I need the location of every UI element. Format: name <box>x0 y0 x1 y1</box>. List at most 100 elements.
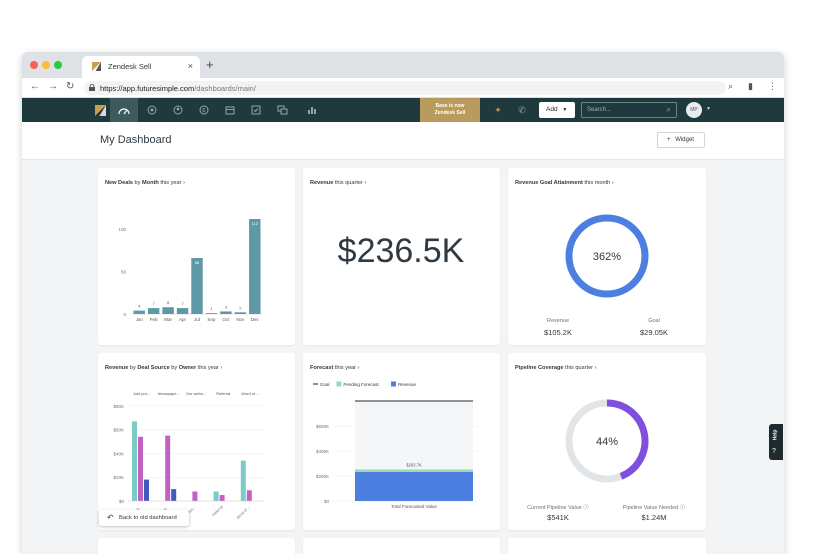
revenue-goal-card[interactable]: Revenue Goal Attainment this month › 362… <box>508 168 706 345</box>
title-group-2: Owner <box>178 365 197 371</box>
revenue-goal-card-title[interactable]: Revenue Goal Attainment this month › <box>515 180 614 186</box>
revenue-value: $236.5K <box>337 232 465 270</box>
deals-icon[interactable]: $ <box>190 98 218 122</box>
communication-icon[interactable] <box>268 98 296 122</box>
deal-source-card[interactable]: Revenue by Deal Source by Owner this yea… <box>98 353 295 530</box>
bar <box>219 495 225 501</box>
legend-swatch <box>336 381 342 387</box>
calendar-icon[interactable] <box>216 98 244 122</box>
x-tick-label: Nov <box>236 317 245 322</box>
reload-icon[interactable]: ↻ <box>66 81 75 92</box>
app-navigation-bar: $ Base is now Zendesk Sell ✦ ✆ Add ▼ Sea… <box>22 98 784 122</box>
widget-card-row3-1[interactable] <box>98 538 295 554</box>
pipeline-left-value: $541K <box>547 513 569 522</box>
title-period: this year <box>158 180 182 186</box>
close-window-dot[interactable] <box>30 61 38 69</box>
forecast-card-title[interactable]: Forecast this year › <box>310 365 359 371</box>
tasks-icon[interactable] <box>242 98 270 122</box>
chevron-right-icon: › <box>611 180 614 186</box>
info-icon[interactable]: ⓘ <box>583 505 589 511</box>
new-tab-button[interactable]: + <box>206 57 214 72</box>
dashboard-icon[interactable] <box>110 98 138 122</box>
svg-text:$: $ <box>202 108 205 114</box>
avatar[interactable]: MP <box>686 102 702 118</box>
account-chevron-down-icon[interactable]: ▼ <box>706 106 711 112</box>
search-icon: ⌕ <box>666 105 671 114</box>
forward-arrow-icon[interactable]: → <box>48 81 58 92</box>
title-period: this quarter <box>563 365 594 371</box>
bar <box>144 479 149 501</box>
lock-icon <box>89 84 95 91</box>
y-tick-label: $600K <box>316 424 329 429</box>
pipeline-coverage-card[interactable]: Pipeline Coverage this quarter › 44% Cur… <box>508 353 706 530</box>
reports-icon[interactable] <box>298 98 326 122</box>
x-tick-label: Oct <box>222 317 230 322</box>
revenue-card-title[interactable]: Revenue this quarter › <box>310 180 366 186</box>
pipeline-card-title[interactable]: Pipeline Coverage this quarter › <box>515 365 596 371</box>
title-metric: Revenue <box>105 365 129 371</box>
category-header: Our webs... <box>186 391 206 396</box>
search-placeholder: Search... <box>587 107 612 113</box>
chevron-right-icon: › <box>220 365 223 371</box>
add-button[interactable]: Add ▼ <box>539 102 575 118</box>
pipeline-percent: 44% <box>595 436 619 448</box>
x-tick-label: Jan <box>136 317 144 322</box>
back-to-old-dashboard-button[interactable]: ↶ Back to old dashboard <box>99 510 189 526</box>
party-popper-icon[interactable]: ✦ <box>494 104 502 115</box>
back-button-label: Back to old dashboard <box>119 515 177 521</box>
widget-card-row3-2[interactable] <box>303 538 500 554</box>
info-icon[interactable]: ⓘ <box>679 505 686 511</box>
bar-data-label: $263.7K <box>406 463 422 468</box>
title-sep-2: by <box>169 365 179 371</box>
url-field[interactable]: https://app.futuresimple.com/dashboards/… <box>84 81 726 95</box>
close-tab-icon[interactable]: × <box>187 61 193 71</box>
pipeline-right-label: Pipeline Value Needed ⓘ <box>614 503 694 511</box>
x-tick-label: Dec <box>251 317 260 322</box>
bar-data-label: 4 <box>138 304 141 309</box>
category-header: Word of ... <box>241 391 259 396</box>
bar <box>162 307 174 314</box>
search-input[interactable]: Search... ⌕ <box>581 102 677 118</box>
widget-card-row3-3[interactable] <box>508 538 706 554</box>
title-period: this month <box>582 180 611 186</box>
maximize-window-dot[interactable] <box>54 61 62 69</box>
bar <box>234 312 247 314</box>
bar <box>165 435 171 501</box>
revenue-card[interactable]: Revenue this quarter › $236.5K <box>303 168 500 345</box>
url-host: https://app.futuresimple.com <box>100 84 195 93</box>
help-tab[interactable]: Help ? <box>769 424 783 460</box>
browser-tab[interactable]: Zendesk Sell × <box>82 56 200 78</box>
bar <box>191 258 203 314</box>
logo-icon[interactable] <box>86 98 114 122</box>
chevron-down-icon: ▼ <box>562 107 568 113</box>
bar-data-label: 2 <box>239 305 242 310</box>
bar <box>147 308 160 314</box>
y-tick-label: $60K <box>113 428 124 433</box>
bar <box>138 436 143 501</box>
goal-right-label: Goal <box>648 318 660 324</box>
new-deals-card-title[interactable]: New Deals by Month this year › <box>105 180 185 186</box>
deal-source-card-title[interactable]: Revenue by Deal Source by Owner this yea… <box>105 365 222 371</box>
forecast-card[interactable]: Forecast this year › Goal Pending Forecas… <box>303 353 500 530</box>
contacts-icon[interactable] <box>164 98 192 122</box>
zoom-search-icon[interactable]: ⌕ <box>728 81 734 91</box>
x-tick-label: Sep <box>207 317 216 322</box>
y-tick-label: $400K <box>316 449 329 454</box>
add-widget-button[interactable]: + Widget <box>657 132 705 148</box>
title-metric: New Deals <box>105 180 133 186</box>
back-arrow-icon[interactable]: ← <box>30 81 40 92</box>
title-metric: Revenue Goal Attainment <box>515 180 583 186</box>
leads-icon[interactable] <box>138 98 166 122</box>
bar <box>213 491 219 501</box>
rebrand-promo-banner[interactable]: Base is now Zendesk Sell <box>420 98 480 122</box>
browser-menu-icon[interactable]: ⋮ <box>768 81 777 91</box>
extension-icon[interactable]: ▮ <box>748 81 753 91</box>
new-deals-card[interactable]: New Deals by Month this year › 0 50 100 4 Ja… <box>98 168 295 345</box>
minimize-window-dot[interactable] <box>42 61 50 69</box>
promo-line-2: Zendesk Sell <box>434 110 466 116</box>
pipeline-left-label: Current Pipeline Value ⓘ <box>518 503 598 511</box>
undo-arrow-icon: ↶ <box>107 513 114 522</box>
phone-icon[interactable]: ✆ <box>518 104 526 115</box>
x-tick-label: Mar <box>164 317 172 322</box>
x-tick-label: Referral <box>212 505 224 517</box>
